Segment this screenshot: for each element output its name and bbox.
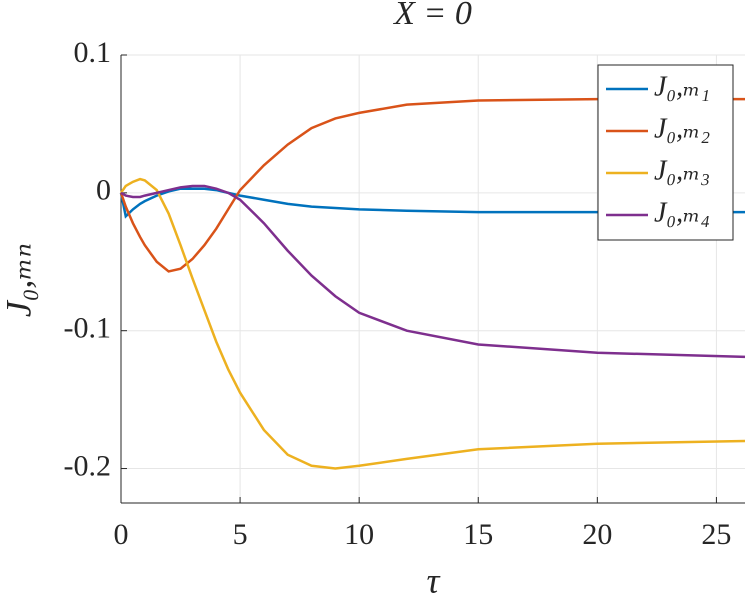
x-tick-label: 5 [233, 518, 248, 551]
y-tick-label: -0.2 [64, 449, 112, 482]
x-axis-label: τ [427, 560, 441, 600]
x-tick-label: 10 [344, 518, 374, 551]
legend-label: J₀,ₘ₁ [654, 71, 710, 102]
legend: J₀,ₘ₁ J₀,ₘ₂ J₀,ₘ₃ J₀,ₘ₄ [597, 64, 734, 241]
y-tick-label: 0.1 [74, 36, 112, 69]
legend-box [597, 64, 734, 241]
x-tick-label: 20 [582, 518, 612, 551]
data-line [120, 184, 746, 359]
legend-label: J₀,ₘ₃ [654, 155, 710, 186]
data-line [119, 97, 745, 273]
legend-label: J₀,ₘ₂ [654, 113, 710, 144]
x-tick-label: 0 [114, 518, 129, 551]
y-tick-label: 0 [96, 174, 111, 207]
x-tick-label: 25 [701, 518, 731, 551]
chart-title: X = 0 [392, 0, 472, 32]
legend-label: J₀,ₘ₄ [654, 197, 710, 228]
y-tick-label: -0.1 [64, 312, 112, 345]
x-tick-label: 15 [463, 518, 493, 551]
data-line [119, 177, 746, 470]
y-axis-label: J₀,ₘₙ [0, 243, 38, 317]
